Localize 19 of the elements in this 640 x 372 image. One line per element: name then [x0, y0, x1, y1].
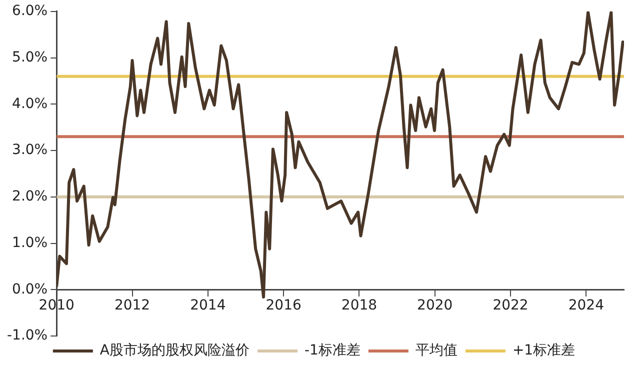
legend-label: +1标准差: [512, 342, 576, 359]
x-tick-label: 2020: [417, 298, 453, 314]
x-tick-label: 2022: [492, 298, 528, 314]
x-tick-label: 2012: [114, 298, 150, 314]
y-tick-label: 1.0%: [12, 234, 48, 251]
y-tick-label: 3.0%: [12, 142, 48, 158]
x-tick-label: 2024: [568, 298, 604, 314]
y-tick-label: 4.0%: [12, 96, 48, 112]
y-tick-label: 0.0%: [12, 281, 48, 298]
legend-label: -1标准差: [304, 342, 360, 359]
legend-label: 平均值: [415, 342, 458, 359]
x-tick-label: 2018: [341, 298, 378, 314]
x-tick-label: 2016: [266, 298, 302, 314]
y-tick-label: 6.0%: [12, 3, 48, 20]
y-tick-label: 2.0%: [12, 188, 48, 205]
y-tick-label: 5.0%: [12, 49, 48, 66]
x-tick-label: 2014: [190, 298, 226, 314]
legend-label: A股市场的股权风险溢价: [100, 342, 250, 359]
y-tick-label: -1.0%: [6, 328, 48, 344]
